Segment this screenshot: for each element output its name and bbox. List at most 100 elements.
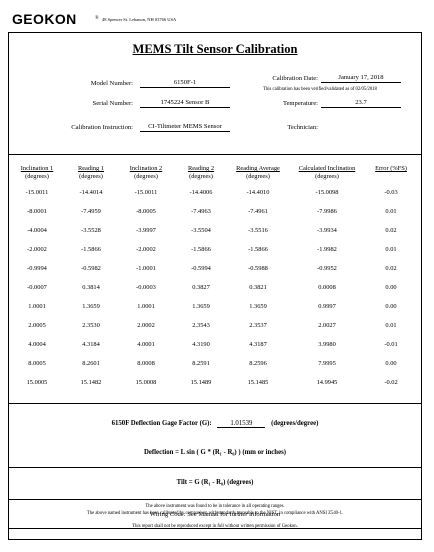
table-cell: -0.5988 bbox=[248, 265, 268, 272]
table-cell: 0.00 bbox=[385, 303, 397, 310]
temperature-value: 23.7 bbox=[321, 98, 401, 108]
table-cell: 0.3827 bbox=[192, 284, 210, 291]
calibration-sheet: MEMS Tilt Sensor Calibration Model Numbe… bbox=[8, 32, 422, 540]
table-cell: 0.00 bbox=[385, 360, 397, 367]
table-cell: 4.0001 bbox=[137, 341, 155, 348]
table-cell: -7.9986 bbox=[317, 208, 337, 215]
model-number-label: Model Number: bbox=[90, 80, 133, 87]
geokon-logo: GEOKON bbox=[12, 11, 77, 27]
deflection-formula: Deflection = L sin ( G * (R₁ - R₀) ) (mm… bbox=[143, 449, 287, 456]
table-cell: -15.0098 bbox=[315, 189, 339, 196]
table-cell: -8.0001 bbox=[27, 208, 47, 215]
table-cell: -8.0005 bbox=[136, 208, 156, 215]
table-cell: 2.0027 bbox=[318, 322, 336, 329]
table-cell: -0.01 bbox=[384, 341, 398, 348]
calibration-instruction-label: Calibration Instruction: bbox=[71, 124, 133, 131]
table-cell: -3.9997 bbox=[136, 227, 156, 234]
table-cell: -7.4961 bbox=[248, 208, 268, 215]
table-cell: 8.2601 bbox=[82, 360, 100, 367]
table-cell: 1.3659 bbox=[249, 303, 267, 310]
table-cell: -3.5504 bbox=[191, 227, 211, 234]
col-header-inclination-2: Inclination 2 (degrees) bbox=[129, 165, 163, 180]
table-cell: -1.5866 bbox=[81, 246, 101, 253]
table-cell: 8.2591 bbox=[192, 360, 210, 367]
wiring-code: Wiring Code: See Manual for further info… bbox=[149, 511, 281, 518]
table-cell: -14.4010 bbox=[246, 189, 270, 196]
verified-note: This calibration has been verified/valid… bbox=[263, 87, 377, 92]
serial-number-label: Serial Number: bbox=[92, 100, 133, 107]
table-cell: -0.02 bbox=[384, 379, 398, 386]
table-cell: -14.4006 bbox=[189, 189, 213, 196]
table-cell: 0.01 bbox=[385, 208, 397, 215]
col-header-inclination-1: Inclination 1 (degrees) bbox=[20, 165, 54, 180]
serial-number-value: 1745224 Sensor B bbox=[140, 98, 230, 108]
table-cell: 4.3184 bbox=[82, 341, 100, 348]
table-cell: -15.0011 bbox=[25, 189, 49, 196]
table-cell: -0.9994 bbox=[27, 265, 47, 272]
calibration-instruction-value: CI-Tiltmeter MEMS Sensor bbox=[140, 122, 230, 132]
table-cell: 0.9997 bbox=[318, 303, 336, 310]
divider bbox=[9, 467, 421, 468]
table-cell: -1.0001 bbox=[136, 265, 156, 272]
gage-factor-unit: (degrees/degree) bbox=[271, 420, 319, 427]
table-cell: 4.0004 bbox=[28, 341, 46, 348]
table-cell: -1.9982 bbox=[317, 246, 337, 253]
table-cell: -0.5994 bbox=[191, 265, 211, 272]
table-cell: 4.3187 bbox=[249, 341, 267, 348]
table-cell: -3.5528 bbox=[81, 227, 101, 234]
table-cell: -3.9934 bbox=[317, 227, 337, 234]
table-cell: -1.5866 bbox=[248, 246, 268, 253]
table-cell: 2.3530 bbox=[82, 322, 100, 329]
table-cell: -2.0002 bbox=[136, 246, 156, 253]
table-cell: 1.0001 bbox=[28, 303, 46, 310]
table-cell: -0.03 bbox=[384, 189, 398, 196]
table-cell: 7.9995 bbox=[318, 360, 336, 367]
table-cell: 15.1482 bbox=[80, 379, 102, 386]
calibration-date-value: January 17, 2018 bbox=[321, 73, 401, 83]
gage-factor-value: 1.01539 bbox=[217, 420, 266, 428]
table-cell: -0.5982 bbox=[81, 265, 101, 272]
technician-label: Technician: bbox=[287, 124, 318, 131]
calibration-date-label: Calibration Date: bbox=[272, 75, 318, 82]
page-title: MEMS Tilt Sensor Calibration bbox=[132, 42, 298, 56]
registered-mark: ® bbox=[95, 16, 99, 21]
table-cell: 0.02 bbox=[385, 227, 397, 234]
table-cell: 15.1489 bbox=[190, 379, 212, 386]
table-cell: 15.1485 bbox=[247, 379, 269, 386]
table-cell: 8.2596 bbox=[249, 360, 267, 367]
gage-factor-label: 6150F Deflection Gage Factor (G): bbox=[111, 420, 212, 427]
table-cell: 4.3190 bbox=[192, 341, 210, 348]
table-cell: 2.3543 bbox=[192, 322, 210, 329]
table-cell: -14.4014 bbox=[79, 189, 103, 196]
divider bbox=[9, 499, 421, 500]
company-address: 48 Spencer St. Lebanon, NH 03766 USA bbox=[102, 17, 177, 22]
col-header-reading-1: Reading 1 (degrees) bbox=[77, 165, 105, 180]
table-cell: -4.0004 bbox=[27, 227, 47, 234]
table-cell: 1.3659 bbox=[82, 303, 100, 310]
table-cell: -7.4963 bbox=[191, 208, 211, 215]
table-cell: 0.0008 bbox=[318, 284, 336, 291]
table-cell: 0.3821 bbox=[249, 284, 267, 291]
table-cell: 0.00 bbox=[385, 284, 397, 291]
table-cell: 3.9980 bbox=[318, 341, 336, 348]
table-cell: 0.01 bbox=[385, 322, 397, 329]
gage-factor-row: 6150F Deflection Gage Factor (G): 1.0153… bbox=[9, 420, 421, 428]
table-cell: -15.0011 bbox=[134, 189, 158, 196]
table-cell: 0.3814 bbox=[82, 284, 100, 291]
col-header-reading-average: Reading Average (degrees) bbox=[236, 165, 280, 180]
divider bbox=[9, 528, 421, 529]
table-cell: -1.5866 bbox=[191, 246, 211, 253]
col-header-error: Error (%FS) bbox=[375, 165, 407, 172]
table-cell: 2.3537 bbox=[249, 322, 267, 329]
table-cell: 8.0008 bbox=[137, 360, 155, 367]
table-cell: -0.0003 bbox=[136, 284, 156, 291]
table-cell: -2.0002 bbox=[27, 246, 47, 253]
table-cell: 0.01 bbox=[385, 246, 397, 253]
table-cell: 14.9945 bbox=[316, 379, 338, 386]
col-header-calculated-inclination: Calculated Inclination (degrees) bbox=[298, 165, 356, 180]
table-cell: 15.0008 bbox=[135, 379, 157, 386]
table-cell: -3.5516 bbox=[248, 227, 268, 234]
model-number-value: 6150F-1 bbox=[140, 78, 230, 88]
table-cell: 1.0001 bbox=[137, 303, 155, 310]
table-cell: 2.0005 bbox=[28, 322, 46, 329]
